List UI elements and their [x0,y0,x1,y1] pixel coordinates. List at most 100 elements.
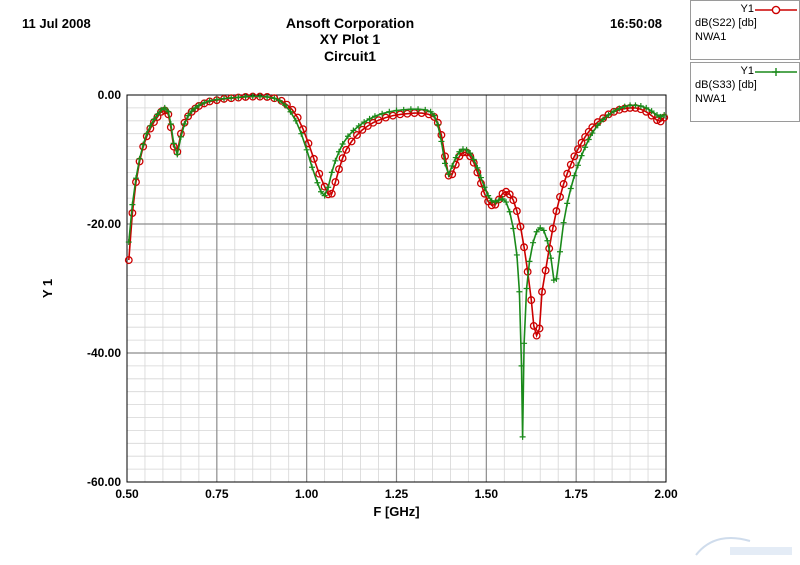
y-tick-label: -60.00 [87,475,121,489]
data-point [516,222,525,231]
data-point [221,95,228,102]
data-point [610,108,617,115]
data-point [161,104,168,111]
legend-name: Y1 [740,3,754,15]
data-point [467,150,474,157]
data-point [242,93,249,100]
data-point [124,256,133,265]
data-point [567,185,574,192]
x-tick-label: 1.25 [385,487,409,501]
data-point [518,362,525,369]
data-point [434,121,441,128]
data-point [422,106,429,113]
data-point [632,102,639,109]
legend-swatch-s22 [755,5,797,15]
data-point [132,175,139,182]
data-point [512,207,521,216]
company-name: Ansoft Corporation [285,15,415,31]
data-point [165,108,172,115]
data-point [521,340,528,347]
legend-entry-s33[interactable]: Y1 dB(S33) [db] NWA1 [690,62,800,122]
data-point [206,97,213,104]
watermark-logo [690,527,798,561]
y-tick-label: 0.00 [98,88,122,102]
data-point [350,127,357,134]
data-point [510,225,517,232]
data-point [540,227,547,234]
data-point [477,174,484,181]
data-point [338,154,347,163]
data-point [533,228,540,235]
data-point [537,224,544,231]
data-point [195,102,202,109]
data-point [574,145,582,154]
data-point [249,93,256,100]
data-point [393,107,400,114]
plot-grid [127,95,666,482]
data-point [530,239,537,246]
data-point [125,239,132,246]
plot-title: XY Plot 1 [319,31,381,47]
data-point [154,111,161,118]
data-point [548,255,555,262]
plot-frame [126,94,667,483]
x-tick-label: 0.50 [115,487,139,501]
data-point [503,199,510,206]
data-point [177,133,184,140]
data-point [605,111,612,118]
data-point [374,116,383,125]
data-point [129,201,136,208]
axis-ticks: 0.50 0.75 1.00 1.25 1.50 1.75 2.00 0.00 -20.00 -4… [87,88,678,501]
data-point [520,243,529,252]
data-point [140,141,147,148]
data-point [442,160,449,167]
data-point [570,152,579,161]
x-tick-label: 0.75 [205,487,229,501]
legend-entry-s22[interactable]: Y1 dB(S22) [db] NWA1 [690,0,800,60]
data-point [361,119,368,126]
data-point [544,237,551,244]
y-tick-label: -20.00 [87,217,121,231]
data-point [315,169,324,178]
data-point [407,106,414,113]
data-point [616,105,623,112]
data-point [548,224,557,233]
legend-expression: dB(S22) [db] [695,17,757,29]
data-point [499,195,506,202]
data-point [648,108,655,115]
data-point [553,275,560,282]
data-point [535,324,544,333]
data-point [505,190,514,199]
data-point [213,96,220,103]
data-point [495,197,502,204]
data-point [564,200,571,207]
data-point [538,287,546,296]
data-point [388,111,397,120]
plot-date: 11 Jul 2008 [22,16,91,31]
data-point [235,94,242,101]
data-point [438,138,445,145]
legend-solution: NWA1 [695,31,727,43]
data-point [513,251,520,258]
data-point [381,113,390,122]
data-point [353,131,361,139]
data-point [331,178,340,187]
data-point [657,113,664,120]
data-point [600,116,607,123]
series-s33 [125,93,668,440]
data-point [314,179,321,186]
data-point [566,160,575,169]
data-point [287,108,294,115]
data-point [463,146,470,153]
data-point [506,208,513,215]
data-point [136,155,143,162]
data-point [509,196,518,205]
x-axis-label: F [GHz] [373,504,419,519]
data-point [585,136,592,143]
data-point [143,130,150,137]
data-point [298,130,305,137]
data-point [563,169,572,178]
data-point [643,104,650,111]
data-point [355,122,362,129]
